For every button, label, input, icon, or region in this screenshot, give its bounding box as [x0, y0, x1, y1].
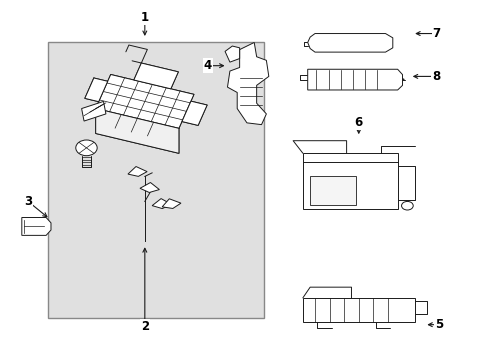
Text: 1: 1	[141, 11, 148, 24]
Polygon shape	[96, 108, 179, 153]
Polygon shape	[128, 167, 147, 176]
Polygon shape	[227, 42, 268, 125]
Text: 6: 6	[354, 116, 362, 129]
Polygon shape	[302, 298, 414, 322]
Polygon shape	[22, 217, 51, 235]
Polygon shape	[152, 199, 171, 208]
Bar	[47, 42, 264, 318]
Polygon shape	[307, 33, 392, 52]
Polygon shape	[140, 183, 159, 193]
Polygon shape	[81, 102, 106, 121]
Text: 3: 3	[24, 195, 32, 208]
Bar	[309, 176, 356, 205]
Polygon shape	[182, 101, 207, 125]
Text: 5: 5	[434, 318, 442, 331]
Polygon shape	[224, 46, 239, 62]
Circle shape	[401, 202, 412, 210]
Polygon shape	[96, 75, 194, 128]
Text: 8: 8	[431, 70, 440, 83]
Text: 2: 2	[141, 320, 148, 333]
Text: 4: 4	[203, 59, 212, 72]
Polygon shape	[307, 69, 402, 90]
Polygon shape	[84, 78, 107, 102]
Text: 7: 7	[431, 27, 440, 40]
Circle shape	[76, 140, 97, 156]
Polygon shape	[162, 199, 181, 208]
Polygon shape	[134, 63, 178, 89]
Bar	[302, 153, 397, 208]
